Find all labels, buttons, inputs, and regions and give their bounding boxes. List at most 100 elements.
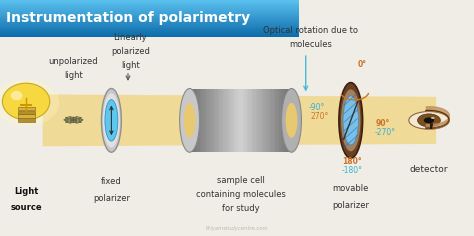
Text: Light: Light — [14, 186, 38, 195]
Bar — [269, 88, 272, 152]
Bar — [0, 24, 299, 25]
Text: polarizer: polarizer — [93, 194, 130, 202]
Text: -180°: -180° — [341, 166, 362, 175]
Text: detector: detector — [410, 165, 448, 174]
Ellipse shape — [180, 88, 200, 152]
Bar — [195, 88, 198, 152]
Bar — [0, 16, 299, 17]
Bar — [261, 88, 264, 152]
Bar — [210, 88, 213, 152]
Bar — [286, 88, 290, 152]
Bar — [279, 88, 282, 152]
Bar — [208, 88, 210, 152]
Bar — [0, 17, 299, 18]
Bar — [258, 88, 262, 152]
Bar — [0, 18, 299, 19]
Bar — [282, 88, 284, 152]
Text: source: source — [10, 203, 42, 212]
Bar — [18, 107, 35, 110]
Bar — [253, 88, 256, 152]
Bar — [0, 20, 299, 21]
Bar — [0, 7, 299, 8]
Bar — [0, 34, 299, 35]
Bar — [236, 88, 238, 152]
Text: molecules: molecules — [289, 40, 332, 49]
Bar — [0, 32, 299, 33]
Bar — [200, 88, 203, 152]
Bar — [0, 35, 299, 36]
Ellipse shape — [103, 93, 120, 148]
Text: 270°: 270° — [310, 112, 328, 121]
Bar — [271, 88, 274, 152]
Bar — [241, 88, 244, 152]
Text: light: light — [121, 61, 140, 70]
Text: unpolarized: unpolarized — [49, 57, 98, 66]
Bar — [225, 88, 228, 152]
Ellipse shape — [341, 89, 360, 151]
Text: Instrumentation of polarimetry: Instrumentation of polarimetry — [6, 11, 250, 25]
Bar — [284, 88, 287, 152]
Bar — [0, 0, 299, 1]
Text: -90°: -90° — [309, 103, 325, 112]
Bar — [251, 88, 254, 152]
Bar — [0, 4, 299, 5]
Text: 180°: 180° — [342, 157, 362, 166]
Bar — [18, 111, 35, 114]
Text: 90°: 90° — [375, 119, 390, 128]
Bar — [0, 5, 299, 6]
Bar — [0, 22, 299, 23]
Text: movable: movable — [333, 184, 369, 193]
Bar — [0, 9, 299, 10]
Bar — [0, 28, 299, 29]
Bar — [0, 10, 299, 11]
Bar — [0, 14, 299, 15]
Ellipse shape — [183, 103, 196, 138]
Ellipse shape — [2, 83, 50, 120]
Bar — [0, 1, 299, 2]
Bar — [0, 8, 299, 9]
Bar — [266, 88, 269, 152]
Bar — [205, 88, 208, 152]
Ellipse shape — [10, 91, 23, 100]
Bar — [202, 88, 205, 152]
Bar — [190, 88, 192, 152]
Ellipse shape — [101, 88, 121, 152]
Bar — [0, 30, 299, 31]
Bar — [233, 88, 236, 152]
Bar — [0, 6, 299, 7]
Ellipse shape — [339, 83, 363, 158]
Bar — [246, 88, 249, 152]
Bar — [273, 88, 277, 152]
Text: sample cell: sample cell — [217, 176, 264, 185]
Ellipse shape — [285, 103, 298, 138]
Bar — [18, 114, 35, 118]
Ellipse shape — [105, 100, 118, 141]
Text: Optical rotation due to: Optical rotation due to — [263, 26, 358, 35]
Bar — [0, 27, 299, 28]
Ellipse shape — [282, 88, 301, 152]
Bar — [215, 88, 218, 152]
Bar — [0, 19, 299, 20]
Bar — [223, 88, 226, 152]
Text: -270°: -270° — [374, 128, 395, 137]
Bar — [228, 88, 231, 152]
Bar — [0, 3, 299, 4]
Text: containing molecules: containing molecules — [196, 190, 285, 199]
Bar — [197, 88, 200, 152]
Bar — [0, 25, 299, 26]
Ellipse shape — [431, 117, 435, 119]
Bar — [212, 88, 216, 152]
Ellipse shape — [0, 79, 59, 126]
Bar — [192, 88, 195, 152]
Bar — [0, 23, 299, 24]
Bar — [218, 88, 220, 152]
Bar — [0, 11, 299, 12]
Bar — [248, 88, 251, 152]
Bar — [0, 29, 299, 30]
Bar — [256, 88, 259, 152]
Text: 0°: 0° — [358, 60, 366, 69]
Ellipse shape — [418, 114, 440, 127]
Bar — [276, 88, 279, 152]
Ellipse shape — [409, 112, 449, 129]
Bar — [0, 25, 299, 26]
